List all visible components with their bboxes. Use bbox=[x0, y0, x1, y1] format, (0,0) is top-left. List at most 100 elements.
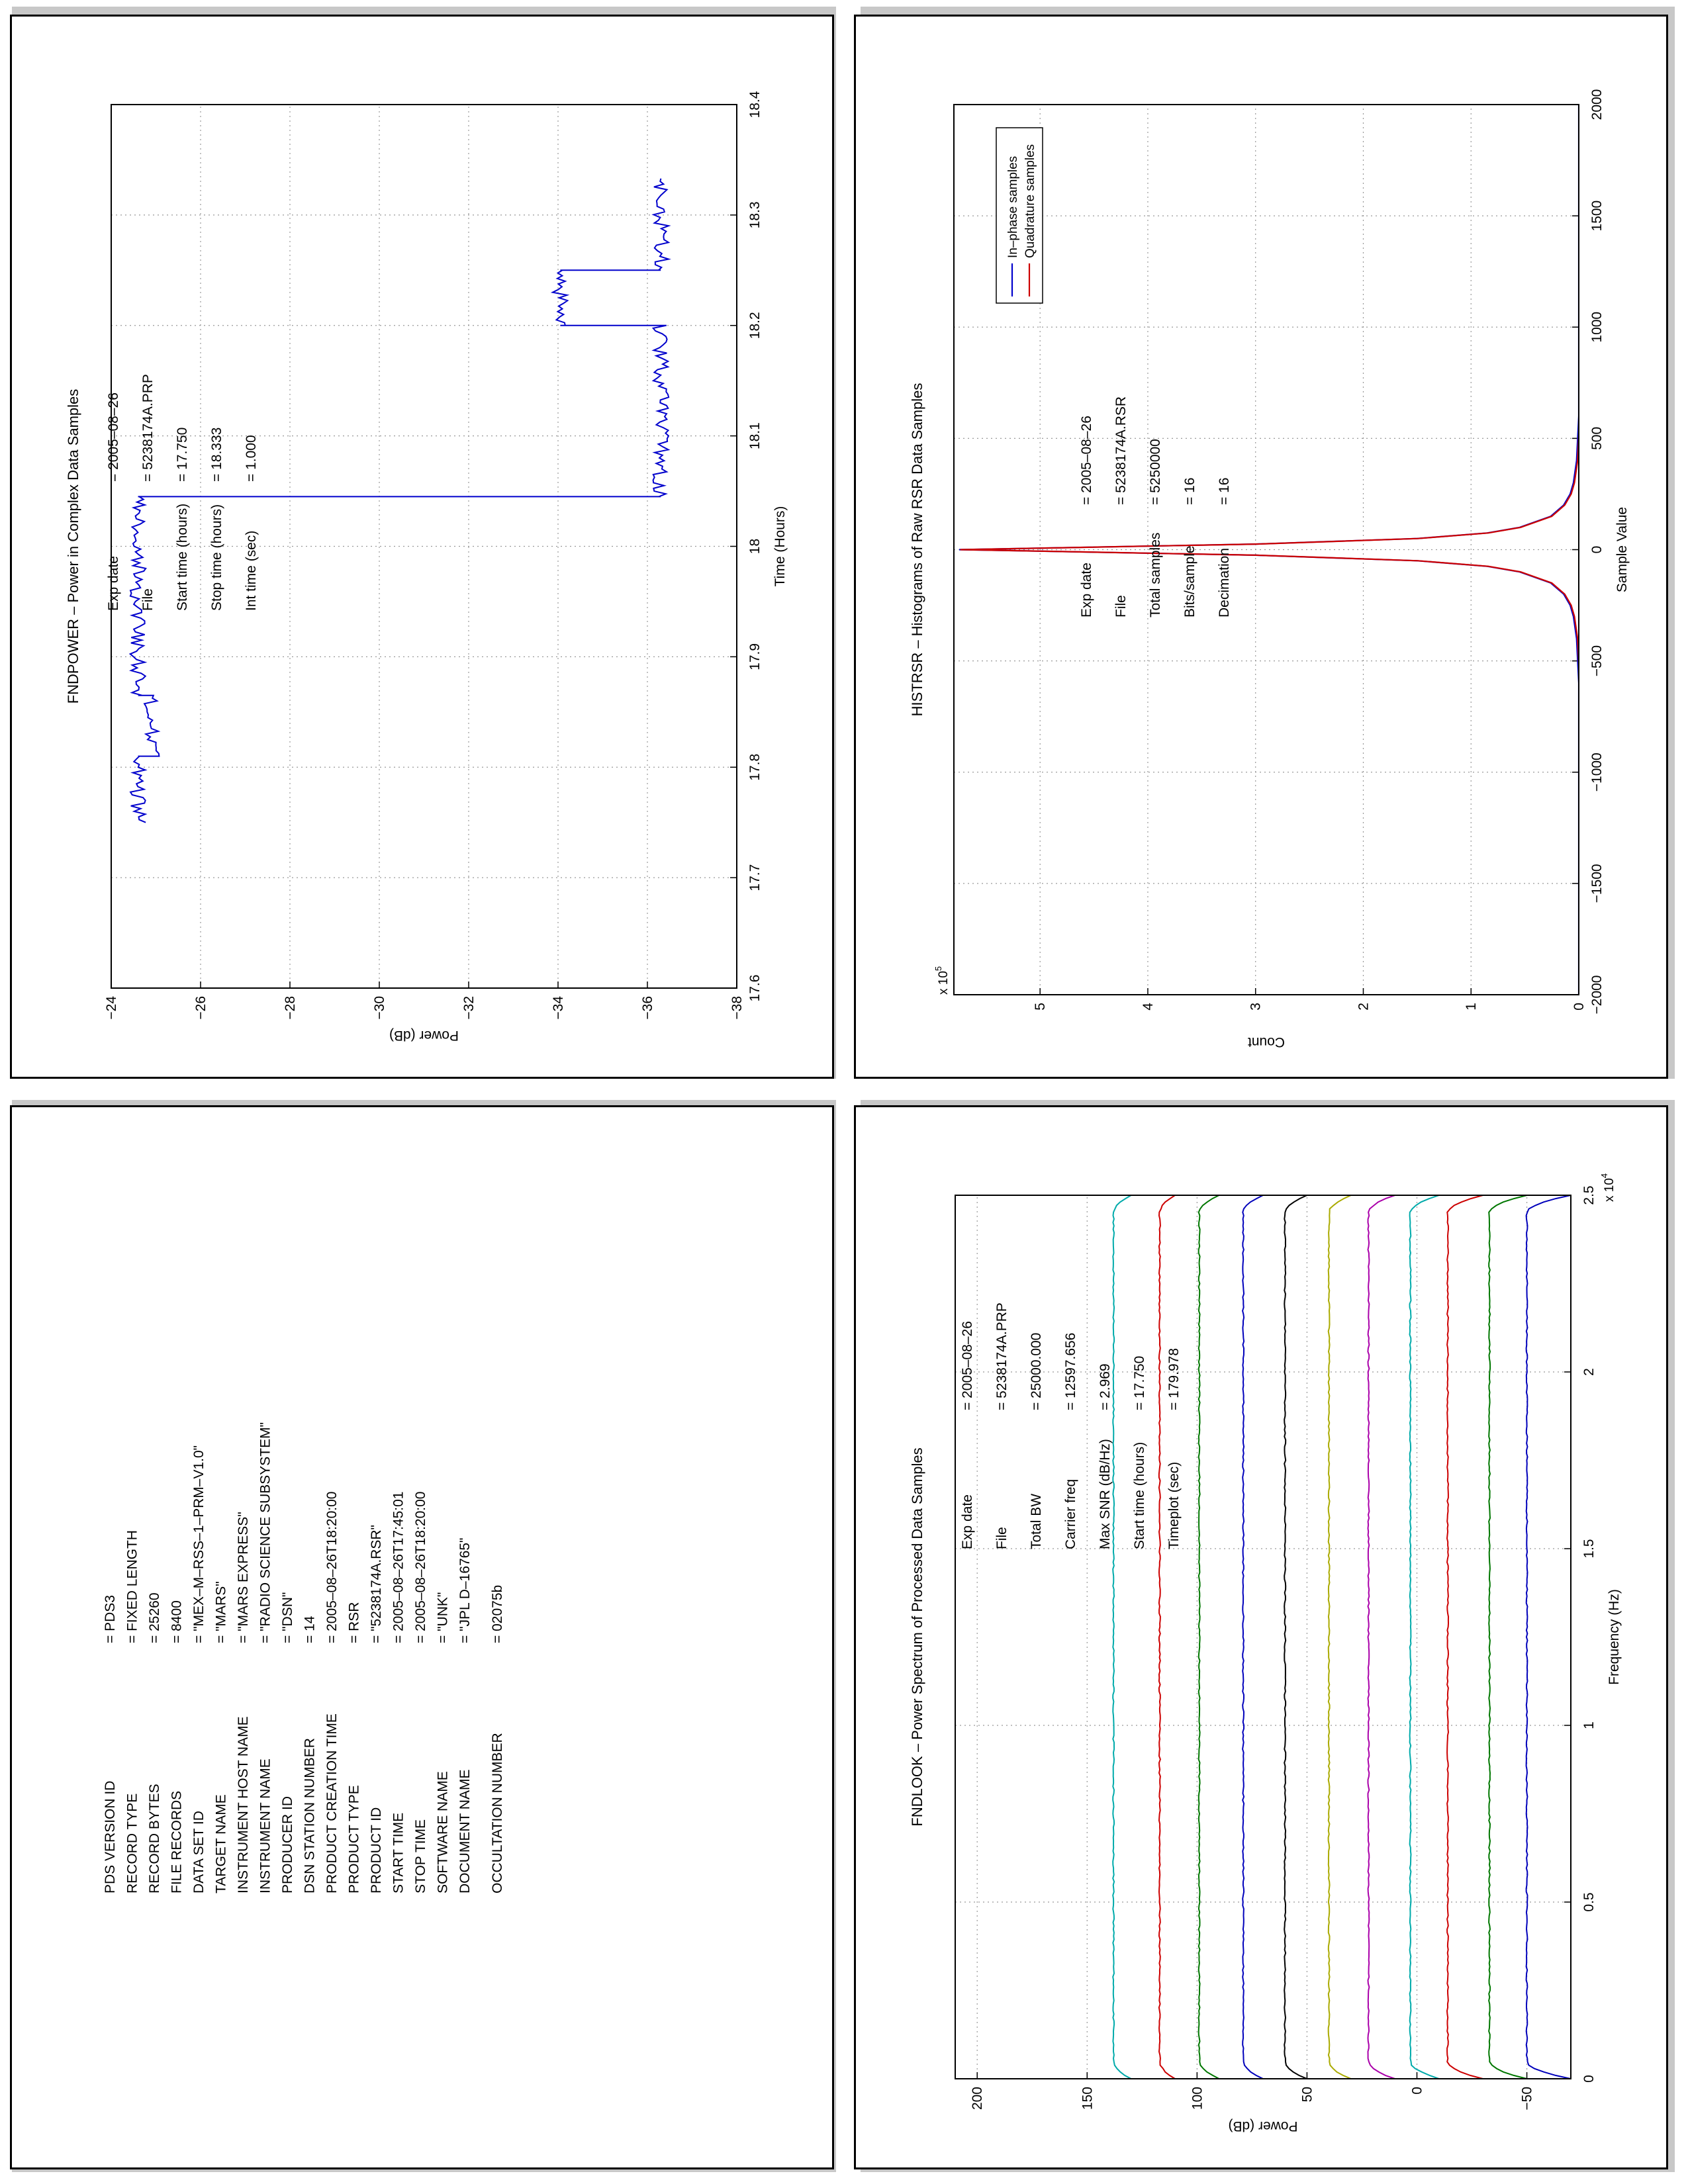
series-line bbox=[1367, 1195, 1395, 2079]
annotation-value: = 5238174A.PRP bbox=[140, 374, 156, 482]
y-tick-label: 3 bbox=[1248, 1003, 1264, 1011]
annotation-value: = 5238174A.PRP bbox=[994, 1302, 1009, 1410]
y-tick-label: −24 bbox=[104, 996, 119, 1020]
annotation-label: Start time (hours) bbox=[175, 504, 190, 611]
series-line bbox=[1158, 1195, 1176, 2079]
y-axis-label: Count bbox=[1248, 1034, 1285, 1050]
pds-label-key: INSTRUMENT NAME bbox=[258, 1758, 273, 1893]
fndlook-chart: FNDLOOK – Power Spectrum of Processed Da… bbox=[909, 1173, 1622, 2134]
y-tick-label: 150 bbox=[1080, 2087, 1095, 2110]
annotation-value: = 5238174A.RSR bbox=[1113, 396, 1129, 505]
y-tick-label: 200 bbox=[970, 2087, 985, 2110]
pds-label-key: PRODUCER ID bbox=[280, 1796, 295, 1893]
annotation-value: = 2005–08–26 bbox=[960, 1321, 975, 1410]
y-tick-label: 5 bbox=[1033, 1003, 1048, 1011]
annotation-label: File bbox=[140, 588, 156, 611]
annotation-label: Carrier freq bbox=[1063, 1479, 1078, 1549]
annotation-value: = 17.750 bbox=[175, 428, 190, 482]
x-tick-label: 17.8 bbox=[747, 754, 763, 781]
pds-label-value: = 2005–08–26T18:20:00 bbox=[413, 1492, 428, 1643]
y-tick-label: 0 bbox=[1410, 2087, 1425, 2095]
x-tick-label: 17.6 bbox=[747, 975, 763, 1002]
fndlook-page: FNDLOOK – Power Spectrum of Processed Da… bbox=[854, 1105, 1668, 2169]
plot-area bbox=[128, 178, 671, 823]
annotation-value: = 17.750 bbox=[1132, 1356, 1147, 1410]
legend-entry: In–phase samples bbox=[1006, 156, 1020, 258]
series-line bbox=[1327, 1195, 1352, 2079]
x-tick-label: 2 bbox=[1581, 1368, 1597, 1376]
y-tick-label: −38 bbox=[729, 996, 745, 1020]
y-tick-label: 0 bbox=[1571, 1003, 1587, 1011]
x-tick-label: 1500 bbox=[1589, 201, 1605, 232]
x-tick-label: 0 bbox=[1581, 2075, 1597, 2083]
series-line bbox=[1409, 1195, 1440, 2079]
x-tick-label: 18.2 bbox=[747, 312, 763, 339]
y-axis-label: Power (dB) bbox=[1228, 2118, 1297, 2134]
fndpower-chart: FNDPOWER – Power in Complex Data Samples… bbox=[65, 91, 788, 1043]
pds-label-key: STOP TIME bbox=[413, 1819, 428, 1893]
annotation-label: File bbox=[1113, 595, 1129, 617]
annotation-value: = 25000.000 bbox=[1029, 1333, 1044, 1410]
series-line bbox=[1112, 1195, 1132, 2079]
pds-label-value: = "MARS" bbox=[214, 1581, 229, 1643]
legend-entry: Quadrature samples bbox=[1023, 144, 1037, 258]
pds-label-value: = 02075b bbox=[490, 1585, 505, 1643]
annotation-label: Decimation bbox=[1217, 548, 1232, 617]
series-line bbox=[959, 105, 1579, 995]
pds-label-key: PDS VERSION ID bbox=[103, 1781, 118, 1893]
annotation-label: Bits/sample bbox=[1182, 545, 1197, 617]
annotation-label: Exp date bbox=[106, 556, 121, 611]
annotation-value: = 2005–08–26 bbox=[1079, 416, 1094, 505]
x-tick-label: 17.7 bbox=[747, 864, 763, 891]
pds-label-value: = "RADIO SCIENCE SUBSYSTEM" bbox=[258, 1422, 273, 1643]
annotation-value: = 16 bbox=[1217, 478, 1232, 505]
series-line bbox=[960, 105, 1579, 995]
annotation-value: = 1.000 bbox=[244, 435, 259, 482]
series-line bbox=[1488, 1195, 1527, 2079]
annotation-label: Total samples bbox=[1148, 533, 1163, 617]
series-line bbox=[1242, 1195, 1264, 2079]
x-tick-label: 1000 bbox=[1589, 312, 1605, 343]
series-line bbox=[128, 178, 671, 823]
y-tick-label: −26 bbox=[193, 996, 209, 1020]
annotation-label: Int time (sec) bbox=[244, 531, 259, 611]
y-tick-label: 1 bbox=[1464, 1003, 1479, 1011]
y-tick-label: −34 bbox=[551, 996, 566, 1020]
y-tick-label: −50 bbox=[1520, 2087, 1535, 2111]
pds-label-value: = 25260 bbox=[147, 1593, 162, 1644]
series-line bbox=[1446, 1195, 1483, 2079]
annotation-label: Stop time (hours) bbox=[209, 504, 224, 611]
annotation-value: = 179.978 bbox=[1166, 1348, 1182, 1410]
axes-box bbox=[955, 1195, 1571, 2079]
annotation-value: = 2005–08–26 bbox=[106, 392, 121, 482]
pds-label-key: INSTRUMENT HOST NAME bbox=[236, 1716, 251, 1893]
chart-title: FNDLOOK – Power Spectrum of Processed Da… bbox=[909, 1447, 925, 1826]
x-axis-label: Time (Hours) bbox=[773, 506, 788, 587]
chart-title: FNDPOWER – Power in Complex Data Samples bbox=[65, 389, 81, 704]
x-tick-label: −1000 bbox=[1589, 752, 1605, 792]
y-multiplier: x 105 bbox=[933, 966, 951, 995]
x-tick-label: −1500 bbox=[1589, 864, 1605, 903]
annotation-label: File bbox=[994, 1527, 1009, 1549]
x-tick-label: 18.3 bbox=[747, 201, 763, 228]
x-tick-label: 1.5 bbox=[1581, 1539, 1597, 1558]
pds-label-key: START TIME bbox=[391, 1813, 406, 1893]
x-tick-label: 18.1 bbox=[747, 422, 763, 449]
annotation-label: Exp date bbox=[1079, 563, 1094, 617]
y-tick-label: 2 bbox=[1356, 1003, 1371, 1011]
pds-label-value: = "MARS EXPRESS" bbox=[236, 1512, 251, 1643]
annotation-value: = 12597.656 bbox=[1063, 1333, 1078, 1410]
pds-label-key: PRODUCT CREATION TIME bbox=[324, 1713, 340, 1893]
annotation-value: = 16 bbox=[1182, 478, 1197, 505]
y-tick-label: −36 bbox=[640, 996, 655, 1020]
pds-label-key: DSN STATION NUMBER bbox=[303, 1738, 318, 1893]
x-axis-label: Sample Value bbox=[1615, 507, 1630, 592]
pds-label-value: = "MEX–M–RSS–1–PRM–V1.0" bbox=[191, 1445, 207, 1643]
pds-label-key: RECORD TYPE bbox=[125, 1794, 140, 1893]
x-axis-label: Frequency (Hz) bbox=[1607, 1589, 1622, 1685]
pds-label-key: PRODUCT ID bbox=[369, 1807, 384, 1893]
y-tick-label: −30 bbox=[372, 996, 387, 1020]
pds-label-value: = 8400 bbox=[169, 1600, 185, 1643]
x-tick-label: 1 bbox=[1581, 1721, 1597, 1729]
pds-label-value: = RSR bbox=[347, 1602, 362, 1643]
